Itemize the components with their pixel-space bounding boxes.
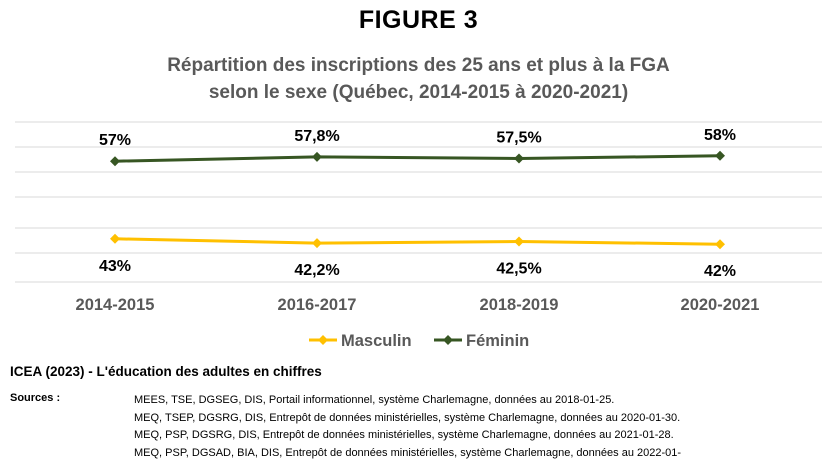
source-title: ICEA (2023) - L'éducation des adultes en…	[10, 364, 322, 379]
line-chart: 43% 42,2% 42,5% 42% 57% 57,8% 57,5% 58% 2014-20…	[15, 121, 822, 350]
data-point	[715, 239, 725, 250]
data-point	[312, 238, 322, 249]
chart-series	[110, 150, 725, 250]
chart-data-labels: 43% 42,2% 42,5% 42% 57% 57,8% 57,5% 58%	[99, 127, 736, 280]
source-line: MEQ, PSP, DGSRG, DIS, Entrepôt de donnée…	[134, 429, 674, 441]
chart-grid	[15, 121, 822, 283]
source-line: MEES, TSE, DGSEG, DIS, Portail informati…	[134, 394, 615, 406]
series-line-féminin	[114, 154, 721, 163]
x-tick-label: 2018-2019	[480, 296, 559, 314]
chart-legend: Masculin Féminin	[309, 332, 529, 350]
figure-label: FIGURE 3	[358, 6, 479, 34]
data-point	[514, 236, 524, 247]
sources-list: MEES, TSE, DGSEG, DIS, Portail informati…	[134, 392, 681, 462]
subtitle-line-1: Répartition des inscriptions des 25 ans …	[167, 55, 670, 76]
data-label: 57%	[99, 132, 131, 149]
source-line: MEQ, PSP, DGSAD, BIA, DIS, Entrepôt de d…	[134, 446, 682, 459]
data-point	[110, 156, 120, 167]
legend-item-masculin: Masculin	[309, 332, 412, 350]
data-label: 57,8%	[294, 128, 339, 145]
subtitle-line-2: selon le sexe (Québec, 2014-2015 à 2020-…	[208, 82, 629, 103]
legend-label: Féminin	[466, 332, 529, 350]
chart-subtitle: Répartition des inscriptions des 25 ans …	[0, 52, 837, 106]
legend-marker	[318, 335, 328, 345]
x-tick-label: 2014-2015	[76, 296, 155, 314]
data-point	[715, 150, 725, 161]
x-axis-tick-labels: 2014-2015 2016-2017 2018-2019 2020-2021	[76, 296, 760, 314]
data-label: 43%	[99, 258, 131, 275]
legend-item-féminin: Féminin	[434, 332, 529, 350]
data-label: 42%	[704, 263, 736, 280]
data-label: 58%	[704, 127, 736, 144]
source-line: MEQ, TSEP, DGSRG, DIS, Entrepôt de donné…	[134, 411, 681, 424]
legend-label: Masculin	[341, 332, 412, 350]
data-point	[110, 233, 120, 244]
data-label: 57,5%	[496, 130, 541, 147]
data-point	[312, 151, 322, 162]
legend-marker	[443, 335, 453, 345]
data-label: 42,5%	[496, 261, 541, 278]
x-tick-label: 2016-2017	[278, 296, 357, 314]
sources-label: Sources :	[10, 392, 61, 404]
series-line-masculin	[114, 237, 721, 246]
data-point	[514, 153, 524, 164]
x-tick-label: 2020-2021	[681, 296, 760, 314]
data-label: 42,2%	[294, 262, 339, 279]
